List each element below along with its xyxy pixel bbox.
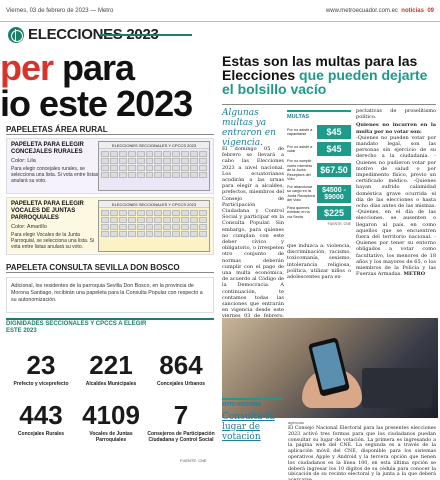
ballot-image-amarillo: ELECCIONES SECCIONALES Y CPCCS 2023 — [98, 200, 210, 252]
fine-desc: Por no asistir a capacitarse — [287, 127, 313, 137]
sevilla-text: Adicional, los residentes de la parroqui… — [11, 283, 203, 303]
main-headline: per para io este 2023 — [0, 50, 212, 122]
stats-source: FUENTE: CNE — [180, 458, 207, 463]
fine-row: Por no asistir a capacitarse $45 — [287, 125, 351, 139]
headline-line2: io este 2023 — [0, 83, 193, 124]
fine-row: Por abandonar su cargo en la Junta Recep… — [287, 184, 351, 203]
card-title: PAPELETA PARA ELEGIR VOCALES DE JUNTAS P… — [11, 201, 84, 221]
article-col2: que induzca a: violencia, discriminación… — [287, 243, 351, 281]
article-col3: pectativas de proselitismo político. Qui… — [356, 108, 436, 277]
photo-caption-box: FOTO HISTORIA Consulta tu lugar de votac… — [222, 398, 282, 442]
stat-item: 4109 Vocales de Juntas Parroquiales — [76, 400, 146, 443]
fine-value: $45 — [317, 142, 351, 156]
divider — [6, 134, 214, 135]
fine-value: $45 — [317, 125, 351, 139]
stat-number: 864 — [159, 350, 203, 380]
fine-row: Por no cumplir como miembro de la Junta … — [287, 159, 351, 182]
stat-item: 864 Concejales Urbanos — [146, 350, 216, 387]
stat-number: 23 — [26, 350, 56, 380]
fine-desc: Por no asistir a votar — [287, 144, 313, 154]
page-header-bar: Viernes, 03 de febrero de 2023 — Metro w… — [0, 0, 440, 22]
card-color: Color: Amarillo — [11, 224, 47, 230]
stat-number: 221 — [89, 350, 133, 380]
col3-subhead: Quienes no incurren en la multa por no v… — [356, 122, 436, 135]
article-col1: El domingo 05 de febrero se llevará a ca… — [222, 146, 284, 338]
rural-section-title: PAPELETAS ÁREA RURAL — [6, 125, 108, 134]
card-title: PAPELETA PARA ELEGIR CONCEJALES RURALES — [11, 142, 84, 155]
fine-desc: Por abandonar su cargo en la Junta Recep… — [287, 184, 315, 203]
col3-signature: METRO — [403, 271, 426, 278]
stat-label: Consejeros de Participación Ciudadana y … — [147, 431, 215, 443]
headline-rest: para — [53, 47, 135, 88]
ballot-image-lila: ELECCIONES SECCIONALES Y CPCCS 2023 — [98, 141, 210, 191]
fines-box: MULTAS Por no asistir a capacitarse $45 … — [287, 110, 351, 226]
stat-label: Concejales Rurales — [17, 431, 65, 437]
fine-row: Para quienes exhiban en la vía Secta $22… — [287, 205, 351, 220]
fines-source: FUENTE: CNE — [327, 221, 351, 226]
fine-value: $67.50 — [317, 163, 351, 178]
stats-title: DIGNIDADES SECCIONALES Y CPCCS A ELEGIR … — [6, 321, 147, 334]
article-kicker: Algunas multas ya entraron en vigencia. — [222, 108, 276, 148]
section-label: noticias — [401, 7, 424, 14]
stat-item: 221 Alcaldes Municipales — [76, 350, 146, 387]
ballot-grid — [99, 208, 209, 239]
headline-highlight: per — [0, 47, 54, 88]
divider — [222, 104, 436, 105]
page-number: 09 — [427, 7, 434, 14]
site-url[interactable]: www.metroecuador.com.ec — [325, 7, 398, 14]
divider — [6, 272, 214, 273]
ballot-header: ELECCIONES SECCIONALES Y CPCCS 2023 — [99, 201, 209, 208]
headline-line1: per para — [0, 50, 212, 86]
card-description: Para elegir Vocales de la Junta Parroqui… — [11, 232, 95, 250]
page-header-right: www.metroecuador.com.ec noticias 09 — [326, 8, 434, 14]
photo-caption-big: Consulta tu lugar de votación — [222, 412, 275, 442]
fine-row: Por no asistir a votar $45 — [287, 142, 351, 156]
fine-desc: Por no cumplir como miembro de la Junta … — [287, 159, 313, 181]
stat-label: Concejales Urbanos — [156, 381, 206, 387]
photo-text: El Consejo Nacional Electoral para las p… — [288, 426, 436, 480]
sevilla-section-title: PAPELETA CONSULTA SEVILLA DON BOSCO — [6, 263, 180, 272]
photo-credit: agencias — [288, 420, 305, 425]
stat-number: 7 — [173, 400, 189, 430]
section-title: ELECCIONES 2023 — [28, 26, 159, 43]
stat-item: 23 Prefecto y viceprefecto — [6, 350, 76, 387]
ballot-header: ELECCIONES SECCIONALES Y CPCCS 2023 — [99, 142, 209, 149]
section-brand: ELECCIONES 2023 — [8, 26, 159, 43]
laptop-shape — [362, 368, 432, 408]
ballot-grid — [99, 149, 209, 180]
headline-part-b: que pueden dejarte el bolsillo vacío — [222, 67, 428, 97]
article-headline: Estas son las multas para las Elecciones… — [222, 54, 436, 96]
card-color: Color: Lila — [11, 158, 36, 164]
stat-item: 7 Consejeros de Participación Ciudadana … — [146, 400, 216, 443]
globe-icon — [8, 26, 24, 43]
fines-label: MULTAS — [287, 114, 310, 120]
article-photo — [222, 318, 438, 418]
photo-caption-title: FOTO HISTORIA — [222, 402, 261, 408]
fine-value: $225 — [317, 205, 351, 220]
card-description: Para elegir concejales rurales, se selec… — [11, 166, 99, 184]
page-date: Viernes, 03 de febrero de 2023 — Metro — [6, 7, 114, 14]
stat-label: Vocales de Juntas Parroquiales — [89, 431, 133, 443]
divider — [100, 34, 192, 36]
divider — [6, 318, 214, 320]
stat-number: 4109 — [82, 400, 140, 430]
stat-number: 443 — [19, 400, 63, 430]
fine-desc: Para quienes exhiban en la vía Secta — [287, 205, 310, 219]
stat-label: Prefecto y viceprefecto — [13, 381, 69, 387]
headline-part-a: Estas son las multas para las Elecciones — [222, 53, 418, 83]
col3-body: -Quienes no pueden votar por mandato leg… — [356, 134, 436, 278]
stat-item: 443 Concejales Rurales — [6, 400, 76, 437]
sevilla-box: Adicional, los residentes de la parroqui… — [6, 277, 214, 313]
fine-value: $4500 - $9000 — [317, 184, 351, 203]
stat-label: Alcaldes Municipales — [85, 381, 137, 387]
col3-intro: pectativas de proselitismo político. — [356, 108, 436, 121]
